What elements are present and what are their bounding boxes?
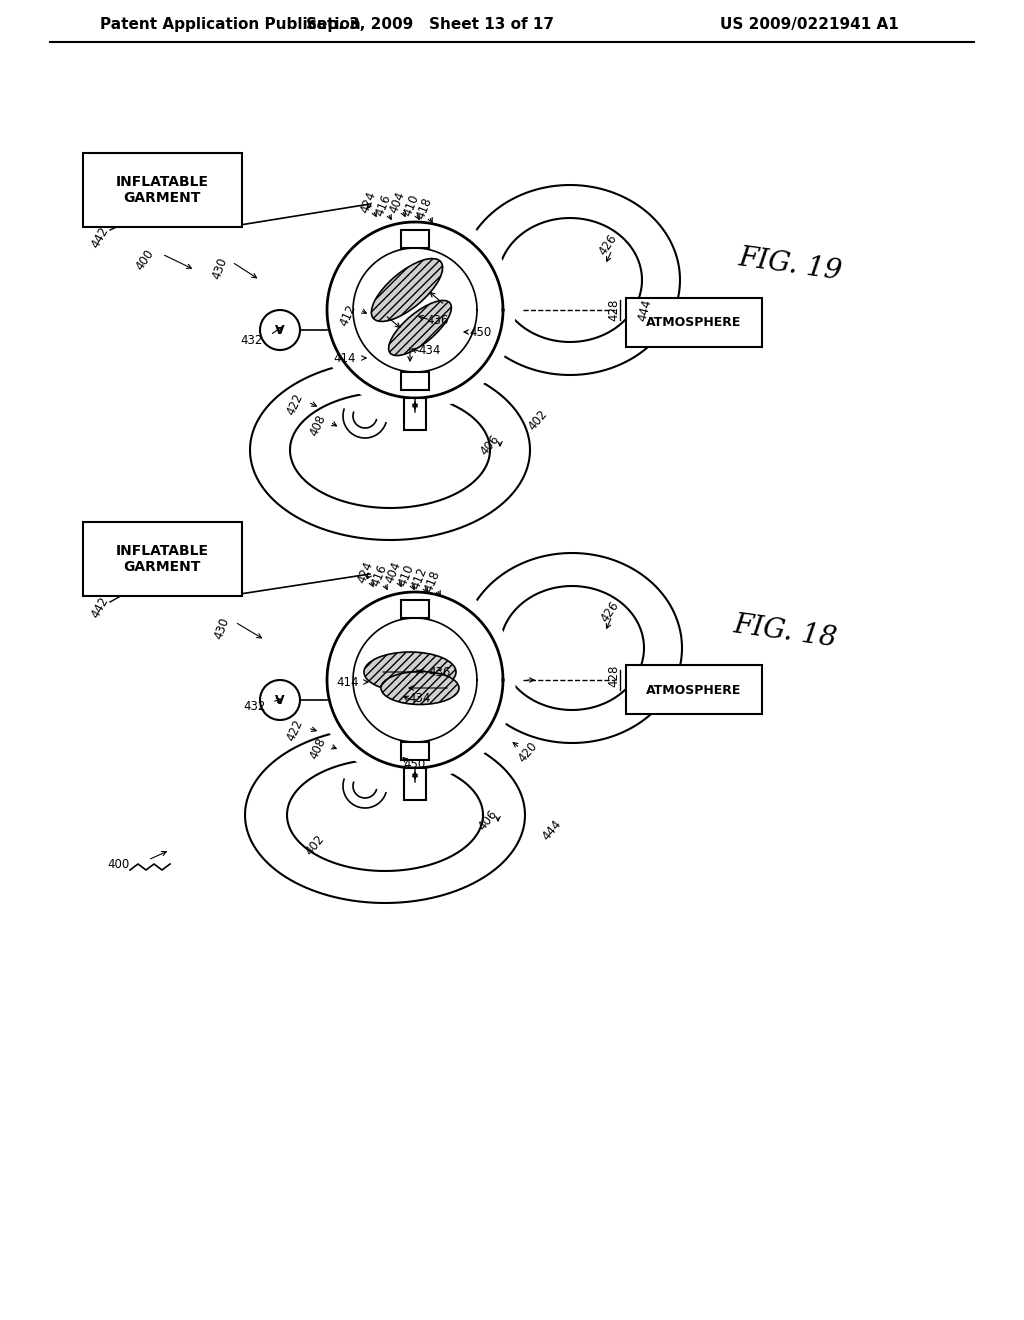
Text: V: V	[275, 323, 285, 337]
FancyBboxPatch shape	[83, 153, 242, 227]
Text: 414: 414	[337, 676, 359, 689]
Text: 442: 442	[89, 224, 112, 251]
Text: 426: 426	[596, 232, 620, 257]
Text: 422: 422	[285, 391, 305, 417]
FancyBboxPatch shape	[83, 521, 242, 597]
Circle shape	[260, 680, 300, 719]
Text: INFLATABLE
GARMENT: INFLATABLE GARMENT	[116, 176, 209, 205]
Ellipse shape	[388, 301, 452, 355]
Bar	[404, 399, 426, 430]
Text: 402: 402	[526, 408, 550, 433]
Text: 422: 422	[285, 717, 305, 743]
Text: 400: 400	[106, 858, 129, 871]
Text: INFLATABLE
GARMENT: INFLATABLE GARMENT	[116, 544, 209, 574]
Text: 450: 450	[403, 759, 426, 771]
FancyBboxPatch shape	[626, 665, 762, 714]
Text: 436: 436	[429, 665, 452, 678]
Ellipse shape	[381, 672, 459, 705]
Text: 418: 418	[414, 195, 434, 220]
Text: 442: 442	[89, 595, 112, 620]
Text: 412: 412	[337, 302, 358, 327]
Text: 416: 416	[373, 193, 393, 218]
Bar	[401, 601, 429, 618]
Text: 444: 444	[636, 297, 654, 322]
Text: 428: 428	[607, 298, 621, 321]
Text: 436: 436	[427, 314, 450, 326]
Bar	[401, 230, 429, 248]
Text: 408: 408	[307, 412, 329, 438]
Text: 400: 400	[133, 247, 157, 273]
Text: 434: 434	[419, 343, 441, 356]
Text: 430: 430	[210, 255, 230, 281]
Text: 406: 406	[478, 432, 502, 458]
Circle shape	[260, 310, 300, 350]
Bar	[401, 742, 429, 760]
Text: 412: 412	[409, 565, 429, 591]
Text: V: V	[275, 693, 285, 706]
Bar	[404, 768, 426, 800]
Text: ATMOSPHERE: ATMOSPHERE	[646, 684, 741, 697]
Text: 428: 428	[607, 665, 621, 688]
Text: Sep. 3, 2009   Sheet 13 of 17: Sep. 3, 2009 Sheet 13 of 17	[306, 17, 554, 33]
Bar	[401, 372, 429, 389]
Text: Patent Application Publication: Patent Application Publication	[100, 17, 360, 33]
Text: 404: 404	[383, 560, 403, 585]
Text: FIG. 18: FIG. 18	[731, 611, 839, 652]
Text: FIG. 19: FIG. 19	[736, 244, 844, 285]
Text: 402: 402	[303, 832, 328, 858]
Circle shape	[315, 579, 515, 780]
Text: 420: 420	[516, 739, 541, 764]
FancyBboxPatch shape	[626, 298, 762, 347]
Text: ATMOSPHERE: ATMOSPHERE	[646, 317, 741, 330]
Text: 408: 408	[307, 735, 329, 760]
Text: 432: 432	[244, 700, 266, 713]
Text: 424: 424	[357, 189, 378, 215]
Text: 432: 432	[241, 334, 263, 346]
Text: 406: 406	[476, 808, 500, 833]
Text: 404: 404	[387, 189, 408, 215]
Text: 410: 410	[396, 562, 416, 587]
Ellipse shape	[364, 652, 456, 692]
Text: US 2009/0221941 A1: US 2009/0221941 A1	[720, 17, 899, 33]
Text: 434: 434	[409, 692, 431, 705]
Text: 426: 426	[598, 599, 622, 624]
Text: 416: 416	[369, 562, 389, 587]
Text: 450: 450	[469, 326, 492, 338]
Text: 418: 418	[422, 568, 442, 594]
Text: 444: 444	[540, 817, 564, 842]
Text: 410: 410	[400, 193, 421, 218]
Circle shape	[315, 210, 515, 411]
Text: 430: 430	[212, 615, 231, 640]
Text: 414: 414	[334, 351, 356, 364]
Text: 424: 424	[354, 560, 375, 585]
Ellipse shape	[372, 259, 442, 322]
